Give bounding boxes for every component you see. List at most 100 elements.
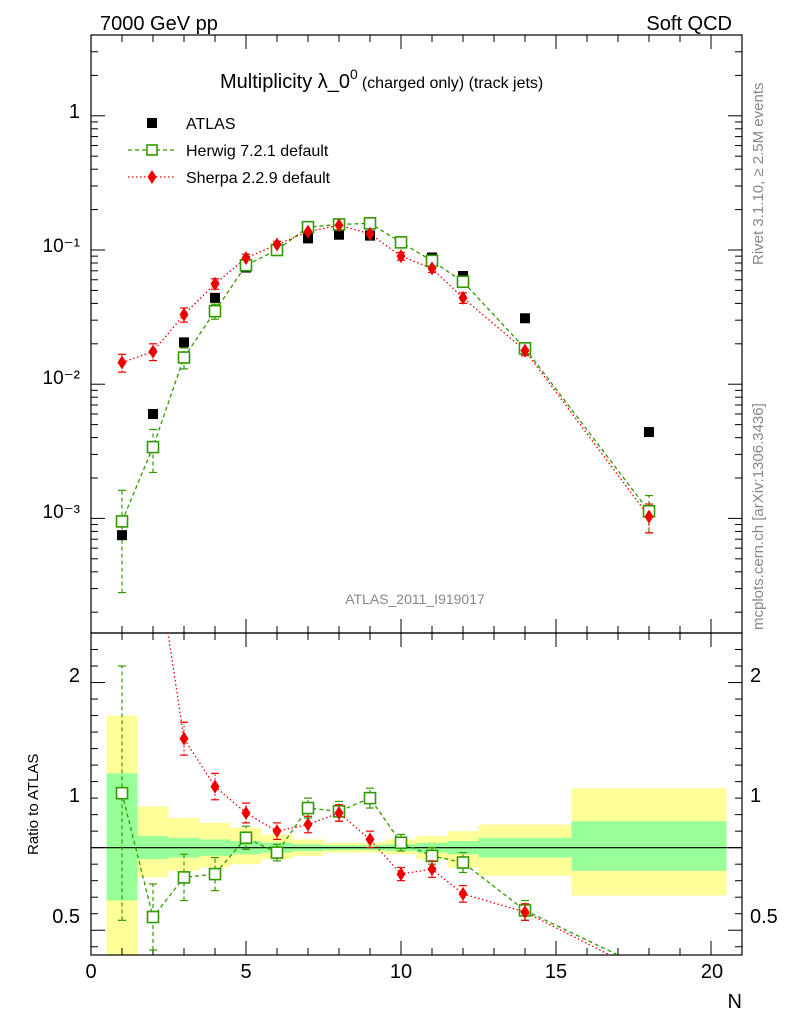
ratio-y-tick-labels: 0.5 1 2 0.5 1 2 (52, 665, 778, 928)
ratio-point-sherpa (303, 817, 313, 832)
ratio-point-herwig (146, 910, 160, 924)
data-point-sherpa (303, 224, 313, 239)
ratio-point-herwig (644, 964, 655, 975)
data-point-sherpa (272, 237, 282, 252)
data-point-sherpa (520, 343, 530, 358)
x-tick-label: 20 (701, 961, 723, 983)
ratio-point-herwig (239, 831, 253, 845)
legend-entry-herwig: Herwig 7.2.1 default (128, 143, 329, 160)
y-tick-label: 0.5 (52, 906, 80, 928)
data-point-herwig (146, 440, 160, 454)
ratio-plot (90, 527, 743, 982)
analysis-watermark: ATLAS_2011_I919017 (345, 591, 485, 607)
ratio-line-sherpa (167, 633, 612, 955)
band-inner (571, 821, 727, 871)
data-point-herwig (394, 236, 408, 249)
ratio-point-sherpa (520, 905, 530, 920)
x-tick-label: 15 (545, 961, 567, 983)
ratio-point-herwig (301, 801, 315, 815)
main-y-tick-labels: 10⁻³ 10⁻² 10⁻¹ 1 (43, 101, 81, 523)
chart-title: Multiplicity λ_00(charged only) (track j… (220, 66, 543, 93)
data-point-herwig (115, 515, 129, 528)
rivet-label: Rivet 3.1.10, ≥ 2.5M events (750, 83, 767, 266)
ratio-point-sherpa (272, 824, 282, 839)
series-line-herwig (121, 222, 650, 522)
ratio-point-herwig (394, 836, 408, 850)
ratio-point-herwig (456, 856, 470, 869)
x-tick-label: 0 (85, 961, 96, 983)
data-point-sherpa (458, 290, 468, 305)
data-point-herwig (208, 304, 222, 318)
ratio-point-sherpa (334, 805, 344, 820)
ratio-frame (90, 632, 743, 956)
data-point-herwig (177, 351, 191, 364)
x-tick-labels: 0 5 10 15 20 (85, 961, 723, 983)
main-plot (90, 34, 743, 647)
data-point-atlas (148, 408, 158, 419)
data-point-atlas (117, 530, 127, 541)
legend-label: ATLAS (186, 116, 236, 133)
data-point-sherpa (241, 251, 251, 266)
y-tick-label: 2 (750, 665, 761, 687)
data-point-sherpa (210, 276, 220, 291)
y-tick-label: 1 (69, 101, 80, 123)
ratio-series (115, 527, 655, 982)
ratio-ylabel: Ratio to ATLAS (25, 754, 42, 855)
y-tick-label: 1 (69, 785, 80, 807)
ratio-line-herwig (121, 793, 620, 955)
series-line-sherpa (121, 224, 650, 518)
ratio-point-herwig (363, 791, 377, 805)
data-point-atlas (210, 292, 220, 303)
data-point-sherpa (148, 344, 158, 359)
uncertainty-bands (106, 715, 727, 955)
header-left: 7000 GeV pp (100, 13, 218, 35)
data-point-sherpa (427, 261, 437, 276)
ratio-point-herwig (177, 871, 191, 884)
legend-label: Herwig 7.2.1 default (186, 143, 329, 160)
ratio-point-sherpa (241, 805, 251, 820)
legend-entry-sherpa: Sherpa 2.2.9 default (128, 170, 331, 187)
y-tick-label: 10⁻³ (43, 502, 81, 523)
x-axis-label: N (728, 991, 742, 1013)
legend: ATLAS Herwig 7.2.1 default Sherpa 2.2.9 … (128, 116, 331, 187)
y-tick-label: 0.5 (750, 906, 778, 928)
data-point-sherpa (396, 249, 406, 264)
legend-label: Sherpa 2.2.9 default (186, 170, 331, 187)
ratio-point-sherpa (458, 886, 468, 901)
data-point-sherpa (179, 307, 189, 322)
main-series (115, 217, 656, 594)
ratio-point-sherpa (645, 968, 654, 982)
x-tick-label: 5 (240, 961, 251, 983)
ratio-point-sherpa (149, 527, 158, 541)
data-point-sherpa (117, 355, 127, 370)
data-point-atlas (334, 229, 344, 240)
data-point-herwig (456, 275, 470, 289)
ratio-point-sherpa (396, 867, 406, 882)
y-tick-label: 10⁻² (43, 368, 81, 389)
legend-marker-sherpa (147, 170, 157, 184)
data-point-sherpa (644, 509, 654, 524)
mcplots-label: mcplots.cern.ch [arXiv:1306.3436] (750, 403, 767, 630)
header-right: Soft QCD (646, 13, 732, 35)
ratio-point-herwig (115, 786, 129, 800)
ratio-point-herwig (208, 867, 222, 881)
legend-entry-atlas: ATLAS (147, 116, 236, 133)
y-tick-label: 10⁻¹ (43, 236, 81, 257)
x-tick-label: 10 (390, 961, 412, 983)
data-point-atlas (644, 427, 654, 438)
data-point-atlas (179, 337, 189, 348)
data-point-atlas (520, 313, 530, 324)
ratio-point-herwig (425, 849, 439, 863)
ratio-point-sherpa (210, 779, 220, 794)
legend-marker-atlas (147, 118, 157, 128)
ratio-point-sherpa (179, 731, 189, 746)
data-point-sherpa (334, 218, 344, 233)
data-point-sherpa (365, 226, 375, 241)
ratio-point-sherpa (427, 862, 437, 877)
legend-marker-herwig (146, 144, 158, 156)
y-tick-label: 1 (750, 785, 761, 807)
ratio-point-herwig (270, 846, 284, 859)
ratio-point-sherpa (365, 832, 375, 847)
y-tick-label: 2 (69, 665, 80, 687)
